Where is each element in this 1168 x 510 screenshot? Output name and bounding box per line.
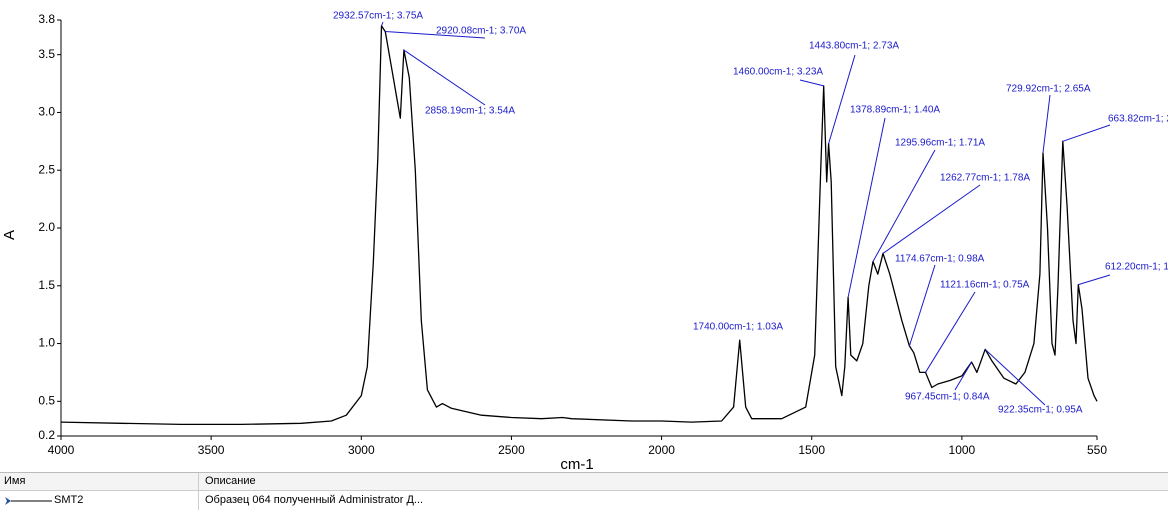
annotation-label: 1443.80cm-1; 2.73A: [809, 41, 899, 52]
y-axis-label: A: [1, 230, 18, 240]
annotation-label: 1121.16cm-1; 0.75A: [940, 280, 1030, 291]
annotation-label: 612.20cm-1; 1.51A: [1105, 262, 1168, 273]
x-tick-label: 550: [1087, 443, 1107, 457]
annotation-leader: [908, 264, 936, 347]
annotation-label: 2858.19cm-1; 3.54A: [425, 106, 515, 117]
x-tick-label: 1500: [798, 443, 825, 457]
annotation-leader: [872, 149, 936, 262]
x-tick-label: 2500: [498, 443, 525, 457]
annotation-leader: [954, 361, 973, 391]
annotation-leader: [799, 79, 824, 87]
annotation-leader: [984, 348, 1046, 406]
y-tick-label: 3.5: [38, 47, 55, 61]
annotation-leader: [403, 49, 486, 106]
annotation-label: 2932.57cm-1; 3.75A: [333, 11, 423, 22]
annotation-label: 922.35cm-1; 0.95A: [998, 405, 1083, 416]
column-header: Описание: [205, 475, 256, 487]
annotation-label: 663.82cm-1; 2.75A: [1108, 114, 1168, 125]
y-tick-label: 1.0: [38, 336, 55, 350]
x-tick-label: 3000: [348, 443, 375, 457]
annotation-label: 2920.08cm-1; 3.70A: [436, 26, 526, 37]
x-axis-label: cm-1: [560, 456, 593, 472]
table-header: Имя Описание: [0, 472, 1168, 491]
annotation-leader: [828, 54, 856, 144]
annotation-leader: [381, 21, 384, 26]
column-header: Имя: [0, 473, 199, 490]
annotation-label: 1740.00cm-1; 1.03A: [693, 322, 783, 333]
y-tick-label: 2.0: [38, 220, 55, 234]
annotation-leader: [882, 184, 981, 254]
x-tick-label: 4000: [48, 443, 75, 457]
table-cell: SMT2: [0, 491, 199, 510]
annotation-leader: [847, 117, 886, 298]
series-name: SMT2: [54, 494, 84, 506]
series-table: Имя Описание SMT2 Образец 064 полученный…: [0, 472, 1168, 510]
x-tick-label: 2000: [648, 443, 675, 457]
chart: cm-1 A 0.2 0.5 1.0 1.5 2.0 2.5 3.0 3.5 3.8 4000 35…: [1, 11, 1168, 472]
annotation-leader: [925, 291, 976, 373]
y-tick-label: 0.5: [38, 394, 55, 408]
annotation-label: 1460.00cm-1; 3.23A: [733, 67, 823, 78]
annotation-label: 967.45cm-1; 0.84A: [905, 392, 990, 403]
annotation-leader: [1042, 94, 1051, 153]
table-cell: Образец 064 полученный Administrator Д..…: [205, 494, 424, 506]
annotation-label: 1262.77cm-1; 1.78A: [940, 173, 1030, 184]
spectrum-line: [60, 25, 1098, 426]
annotation-label: 1174.67cm-1; 0.98A: [895, 254, 985, 265]
x-tick-label: 1000: [949, 443, 976, 457]
y-tick-label: 3.0: [38, 105, 55, 119]
y-tick-label: 2.5: [38, 162, 55, 176]
table-row[interactable]: SMT2 Образец 064 полученный Administrato…: [0, 491, 1168, 510]
y-tick-label: 1.5: [38, 278, 55, 292]
series-icon: [5, 496, 52, 505]
x-tick-label: 3500: [198, 443, 225, 457]
annotation-leader: [385, 31, 486, 39]
y-tick-label: 3.8: [38, 12, 55, 26]
annotation-leader: [1078, 274, 1111, 286]
annotation-leader: [1062, 124, 1111, 142]
annotation-label: 1295.96cm-1; 1.71A: [895, 138, 985, 149]
annotation-label: 729.92cm-1; 2.65A: [1006, 84, 1091, 95]
y-tick-label: 0.2: [38, 428, 55, 442]
annotation-label: 1378.89cm-1; 1.40A: [850, 105, 940, 116]
